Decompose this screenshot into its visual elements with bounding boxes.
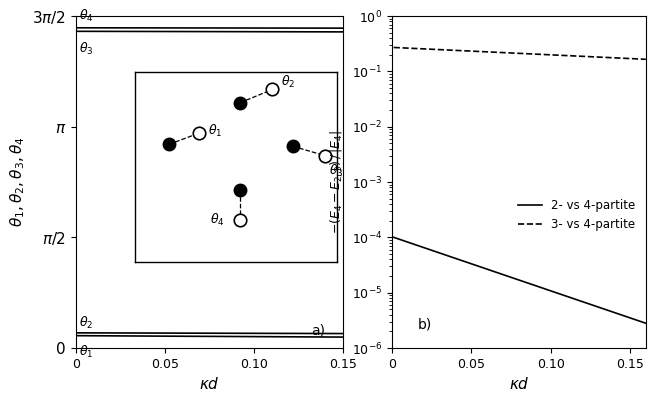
- Y-axis label: $\theta_1, \theta_2, \theta_3, \theta_4$: $\theta_1, \theta_2, \theta_3, \theta_4$: [8, 137, 27, 227]
- Text: $\theta_1$: $\theta_1$: [79, 344, 94, 360]
- Y-axis label: $-(E_4 - E_{2,3})\,/\,|E_4|$: $-(E_4 - E_{2,3})\,/\,|E_4|$: [330, 130, 347, 234]
- Text: $\theta_2$: $\theta_2$: [79, 315, 94, 331]
- Text: $\theta_3$: $\theta_3$: [79, 41, 94, 57]
- 2- vs 4-partite: [573, 297, 581, 302]
- 3- vs 4-partite: [389, 45, 397, 50]
- X-axis label: $\kappa d$: $\kappa d$: [199, 376, 219, 392]
- Text: $\theta_4$: $\theta_4$: [79, 8, 94, 24]
- Legend: 2- vs 4-partite, 3- vs 4-partite: 2- vs 4-partite, 3- vs 4-partite: [513, 194, 640, 236]
- 2- vs 4-partite: [389, 235, 397, 240]
- Text: a): a): [310, 324, 325, 338]
- 3- vs 4-partite: [472, 49, 480, 54]
- 2- vs 4-partite: [572, 297, 580, 302]
- X-axis label: $\kappa d$: $\kappa d$: [509, 376, 529, 392]
- 3- vs 4-partite: [573, 54, 581, 58]
- Line: 2- vs 4-partite: 2- vs 4-partite: [393, 237, 646, 323]
- 2- vs 4-partite: [472, 263, 480, 268]
- 2- vs 4-partite: [490, 269, 498, 274]
- 2- vs 4-partite: [642, 321, 650, 326]
- 2- vs 4-partite: [420, 245, 428, 250]
- 3- vs 4-partite: [642, 57, 650, 62]
- 3- vs 4-partite: [572, 54, 580, 58]
- 3- vs 4-partite: [490, 50, 498, 54]
- 3- vs 4-partite: [420, 46, 428, 51]
- 2- vs 4-partite: [548, 289, 556, 294]
- 3- vs 4-partite: [548, 52, 556, 57]
- Line: 3- vs 4-partite: 3- vs 4-partite: [393, 48, 646, 59]
- Text: b): b): [418, 317, 432, 331]
